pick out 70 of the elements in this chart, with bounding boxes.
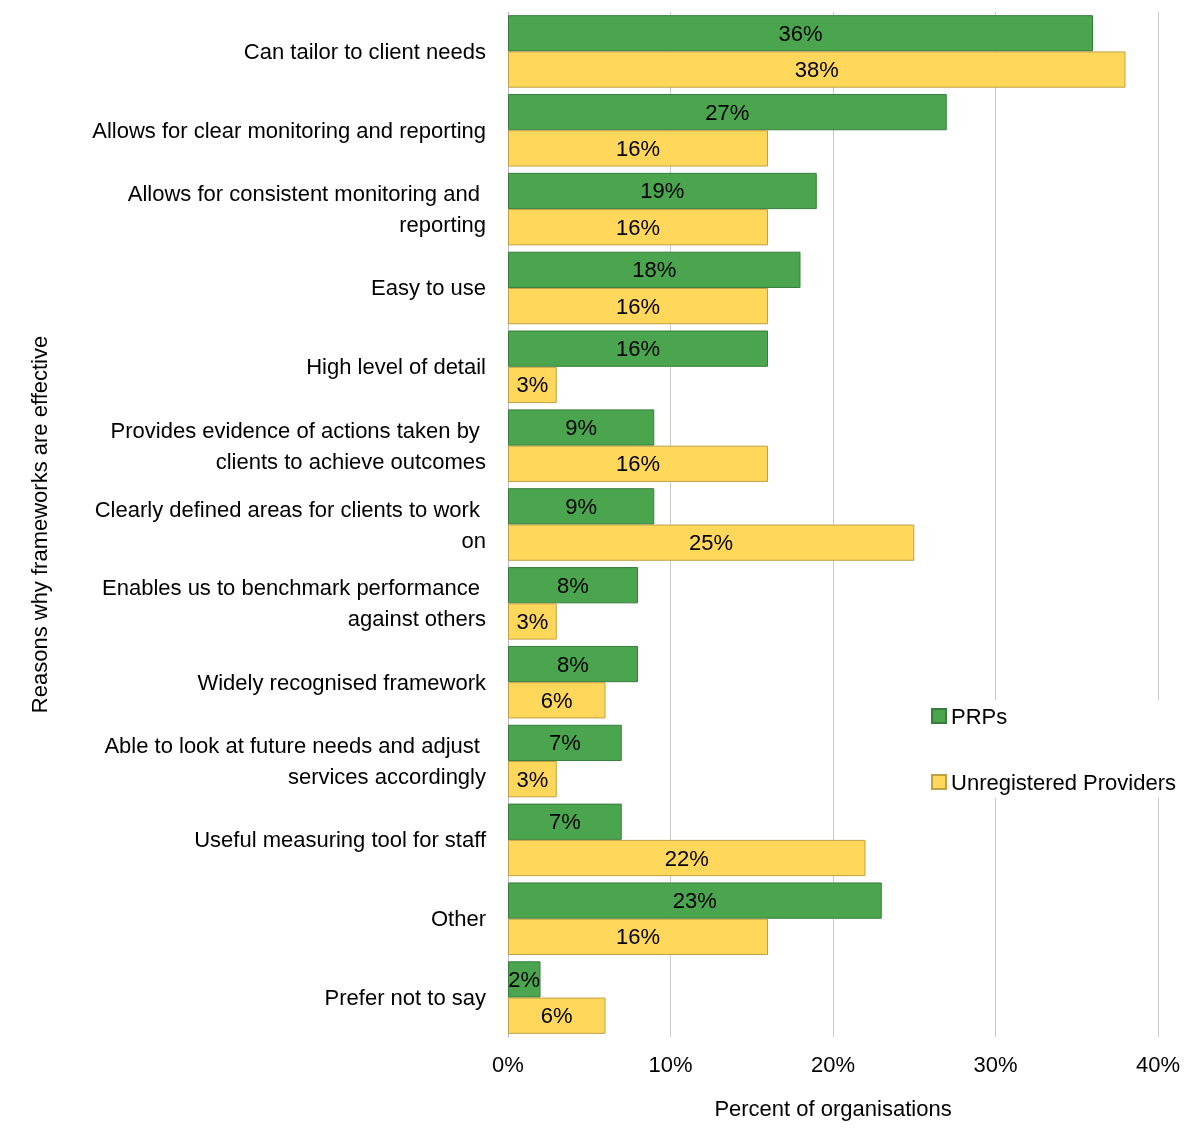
data-label: 19% [640, 178, 685, 204]
bar [508, 330, 768, 367]
data-label: 16% [615, 293, 661, 319]
bar [508, 567, 638, 604]
data-label: 3% [516, 766, 549, 792]
bar [508, 839, 866, 877]
bar [508, 15, 1093, 52]
data-label: 2% [508, 966, 541, 992]
y-tick-label: Prefer not to say [324, 985, 486, 1011]
y-tick-label: Other [430, 906, 486, 932]
data-label: 16% [615, 135, 661, 161]
bar [508, 130, 768, 167]
bar [508, 645, 638, 683]
bar [508, 251, 801, 288]
data-label: 3% [516, 372, 549, 398]
bar [508, 51, 1126, 88]
data-label: 27% [705, 99, 750, 125]
bar [508, 409, 655, 446]
bar [508, 287, 768, 325]
y-tick-label: Widely recognised framework [197, 669, 487, 695]
y-tick-label: Useful measuring tool for staff [194, 827, 487, 853]
bar [508, 445, 768, 482]
x-tick-label: 10% [648, 1051, 693, 1077]
data-label: 6% [540, 1003, 573, 1029]
bar [508, 724, 622, 762]
bar [508, 997, 606, 1034]
bar [508, 918, 768, 955]
data-label: 16% [615, 924, 661, 950]
y-tick-label: Able to look at future needs and adjust services accordingly [104, 733, 486, 790]
bar [508, 488, 655, 525]
x-tick-label: 20% [810, 1051, 856, 1077]
y-tick-label: Can tailor to client needs [243, 38, 486, 64]
data-label: 3% [516, 608, 549, 634]
data-label: 36% [778, 20, 823, 46]
data-label: 22% [664, 845, 709, 871]
data-label: 8% [557, 651, 589, 677]
legend-label: PRPs [951, 703, 1008, 729]
data-label: 7% [548, 730, 581, 756]
legend-label: Unregistered Providers [951, 769, 1176, 795]
data-label: 38% [794, 57, 839, 83]
data-label: 16% [615, 336, 661, 362]
y-tick-label: Easy to use [371, 275, 486, 301]
bar [508, 803, 622, 840]
y-tick-label: Allows for consistent monitoring and reporting [127, 181, 486, 238]
y-axis-title: Reasons why frameworks are effective [26, 335, 52, 714]
data-label: 25% [689, 530, 734, 556]
y-tick-label: High level of detail [306, 354, 486, 380]
data-label: 9% [565, 493, 598, 519]
data-label: 7% [548, 809, 581, 835]
bar [508, 682, 606, 719]
bar [508, 882, 882, 919]
data-label: 18% [632, 257, 677, 283]
y-tick-label: Provides evidence of actions taken by clients to achieve outcomes [110, 417, 486, 474]
data-label: 23% [672, 888, 717, 914]
x-tick-label: 40% [1135, 1051, 1181, 1077]
data-label: 8% [557, 572, 589, 598]
y-tick-label: Enables us to benchmark performance against others [102, 575, 486, 632]
x-tick-label: 30% [973, 1051, 1018, 1077]
data-label: 9% [565, 415, 598, 441]
data-label: 16% [615, 451, 661, 477]
x-axis-title: Percent of organisations [714, 1095, 952, 1121]
bar [508, 209, 768, 246]
y-tick-label: Clearly defined areas for clients to work on [94, 496, 486, 553]
data-label: 16% [615, 214, 661, 240]
bar [508, 524, 915, 561]
data-label: 6% [540, 687, 573, 713]
bar [508, 172, 817, 210]
x-tick-label: 0% [492, 1051, 524, 1077]
bar [508, 94, 947, 131]
y-tick-label: Allows for clear monitoring and reporting [92, 117, 486, 143]
